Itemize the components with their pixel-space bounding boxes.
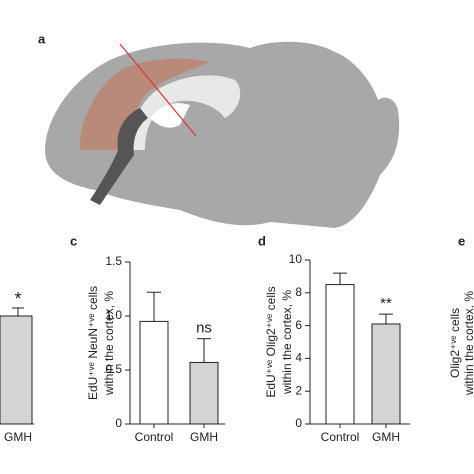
- y-axis-label: Olig2⁺ᵛᵉ cells: [448, 308, 462, 378]
- section-line: [119, 43, 197, 137]
- cortex-region: [79, 58, 210, 150]
- bar: [139, 320, 169, 425]
- y-tick-label: 1.0: [105, 308, 122, 322]
- x-tick-label: Control: [321, 430, 360, 444]
- y-tick-label: 1.5: [105, 254, 122, 268]
- y-tick-label: 6: [295, 318, 302, 332]
- y-axis-label: within the cortex, %: [102, 291, 116, 396]
- panel-label: a: [38, 31, 46, 46]
- x-tick-label: Control: [135, 430, 174, 444]
- bar: [189, 361, 219, 425]
- brain-diagram: [45, 41, 400, 228]
- x-tick-label: GMH: [190, 430, 218, 444]
- x-tick-label: GMH: [4, 430, 32, 444]
- ventricle-space: [150, 103, 190, 128]
- ventricle: [90, 108, 148, 205]
- y-tick-label: 0: [115, 416, 122, 430]
- y-axis-label: within the cortex, %: [280, 290, 294, 395]
- y-tick-label: 4: [295, 351, 302, 365]
- y-tick-label: 10: [289, 252, 303, 266]
- y-axis-label: EdU⁺ᵛᵉ NeuN⁺ᵛᵉ cells: [86, 286, 100, 400]
- bar: [371, 323, 401, 425]
- bar: [325, 284, 355, 425]
- y-axis-label: EdU⁺ᵛᵉ Olig2⁺ᵛᵉ cells: [264, 286, 278, 397]
- corpus-callosum: [130, 75, 241, 150]
- y-axis-label: within the cortex, %: [462, 291, 474, 396]
- annotation: **: [380, 295, 392, 312]
- panel-label: c: [70, 233, 77, 248]
- y-tick-label: 8: [295, 285, 302, 299]
- y-tick-label: 2: [295, 383, 302, 397]
- y-tick-label: 0.5: [105, 362, 122, 376]
- y-tick-label: 0: [295, 416, 302, 430]
- x-tick-label: GMH: [372, 430, 400, 444]
- panel-label: d: [258, 233, 266, 248]
- annotation: *: [14, 289, 21, 309]
- bar: [0, 315, 33, 425]
- annotation: ns: [196, 320, 212, 337]
- panel-label: e: [458, 233, 465, 248]
